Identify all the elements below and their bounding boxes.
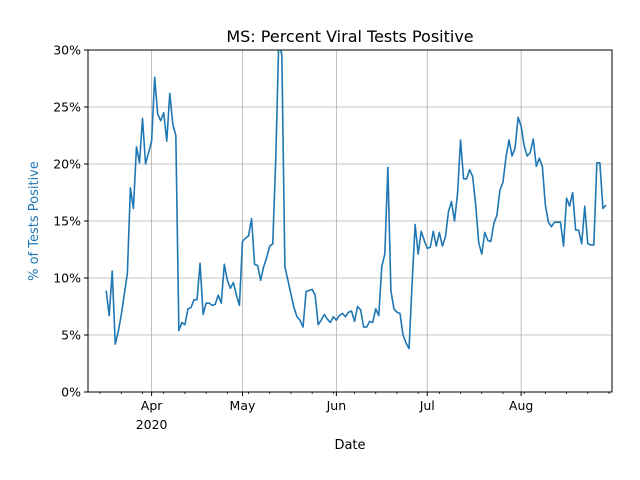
y-tick-label: 5% bbox=[61, 328, 81, 343]
y-tick-label: 20% bbox=[53, 157, 81, 172]
y-tick-label: 10% bbox=[53, 271, 81, 286]
y-tick-label: 15% bbox=[53, 214, 81, 229]
y-axis: 0% 5% 10% 15% 20% 25% 30% bbox=[53, 43, 88, 400]
chart-title: MS: Percent Viral Tests Positive bbox=[226, 27, 473, 46]
series-line-0 bbox=[105, 50, 607, 350]
x-tick-label: Apr bbox=[141, 398, 163, 413]
x-tick-label: Aug bbox=[509, 398, 533, 413]
x-axis-label: Date bbox=[334, 438, 365, 453]
series-group bbox=[105, 50, 607, 350]
x-tick-label: May bbox=[230, 398, 256, 413]
y-tick-label: 30% bbox=[53, 43, 81, 58]
y-tick-label: 25% bbox=[53, 100, 81, 115]
y-tick-label: 0% bbox=[61, 385, 81, 400]
x-axis: Apr 2020 May Jun Jul Aug bbox=[99, 392, 610, 432]
x-tick-label: Jun bbox=[326, 398, 347, 413]
x-tick-label: Jul bbox=[419, 398, 435, 413]
x-tick-year-label: 2020 bbox=[136, 417, 168, 432]
y-axis-label: % of Tests Positive bbox=[27, 161, 42, 281]
